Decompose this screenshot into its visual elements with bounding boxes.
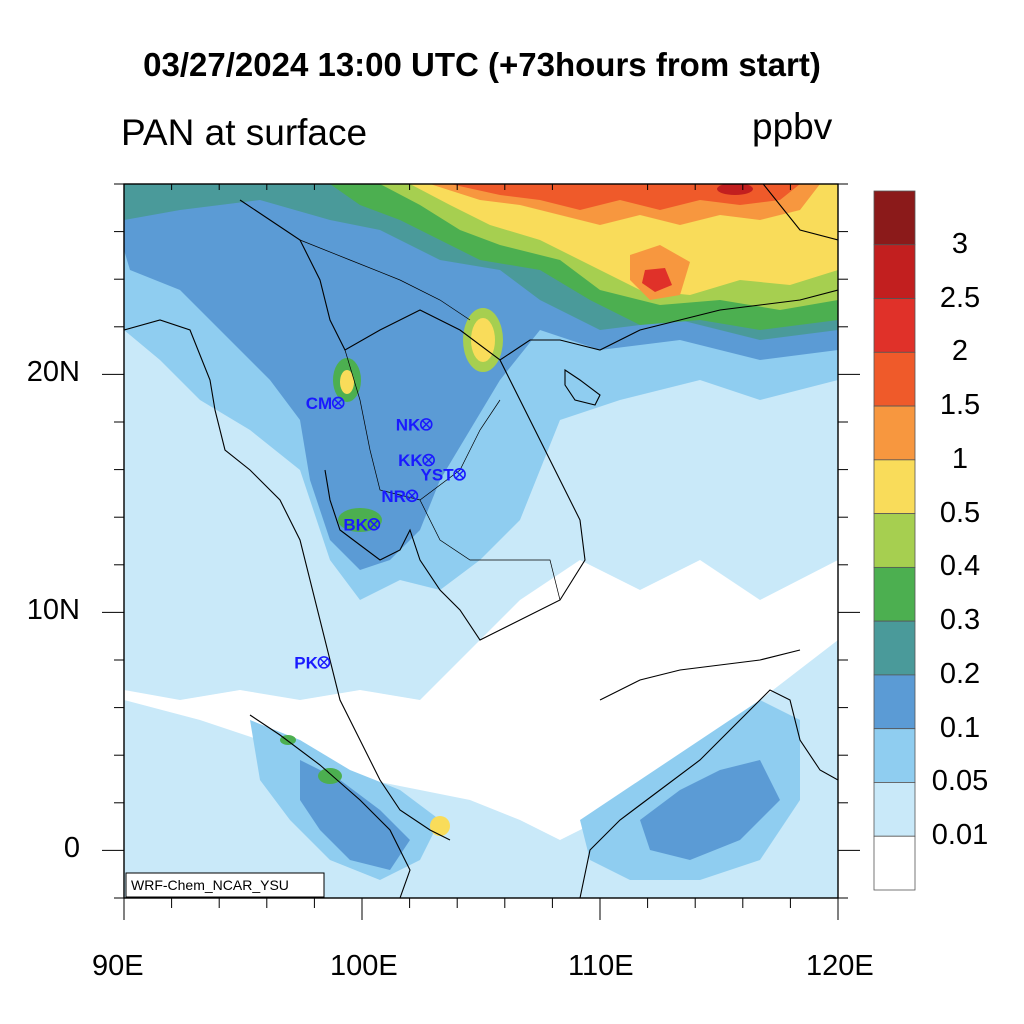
- colorbar-level-label: 0.3: [939, 604, 981, 637]
- station-label: YST: [421, 465, 455, 484]
- contour-field: [124, 184, 838, 898]
- x-tick-label: 120E: [806, 950, 874, 982]
- station-label: CM: [306, 394, 332, 413]
- colorbar-swatch: [873, 298, 916, 353]
- colorbar-swatch: [873, 513, 916, 568]
- station-marker: KK: [398, 451, 435, 470]
- colorbar-level-label: 1.5: [939, 389, 981, 422]
- axis-ticks: [102, 183, 860, 920]
- colorbar-swatch: [873, 190, 916, 246]
- units-label: ppbv: [752, 106, 833, 147]
- colorbar-level-label: 1: [951, 442, 969, 475]
- model-label-box: [125, 872, 325, 898]
- colorbar-level-label: 0.5: [939, 496, 981, 529]
- x-tick-label: 90E: [92, 950, 144, 982]
- station-marker: NK: [396, 415, 433, 434]
- model-label: WRF-Chem_NCAR_YSU: [131, 877, 289, 893]
- colorbar-level-label: 2: [951, 335, 969, 368]
- station-label: KK: [398, 451, 423, 470]
- colorbar-level-label: 3: [951, 227, 969, 260]
- colorbar-swatch: [873, 835, 916, 891]
- colorbar-swatch: [873, 244, 916, 299]
- colorbar-swatch: [873, 405, 916, 461]
- x-tick-label: 100E: [330, 950, 398, 982]
- station-marker: CM: [306, 394, 345, 413]
- station-marker: NR: [381, 487, 419, 506]
- coastlines: [124, 184, 838, 898]
- borders: [299, 239, 561, 601]
- colorbar-swatch: [873, 620, 916, 676]
- colorbar-swatch: [873, 728, 916, 783]
- y-tick-label: 20N: [26, 356, 80, 389]
- colorbar-level-label: 0.01: [931, 819, 989, 852]
- colorbar-level-label: 0.2: [939, 657, 981, 690]
- station-marker: BK: [343, 515, 381, 534]
- colorbar-swatch: [873, 566, 916, 622]
- colorbar-level-label: 0.05: [931, 765, 989, 798]
- station-label: NK: [396, 415, 421, 434]
- station-label: NR: [381, 487, 406, 506]
- plot-frame: [123, 183, 839, 899]
- colorbar-swatch: [873, 674, 916, 730]
- variable-label: PAN at surface: [121, 112, 368, 153]
- colorbar-swatch: [873, 351, 916, 407]
- station-label: BK: [343, 515, 368, 534]
- y-tick-label: 10N: [26, 594, 80, 627]
- y-tick-label: 0: [63, 832, 80, 865]
- colorbar: [873, 190, 916, 891]
- colorbar-swatch: [873, 782, 916, 837]
- map-title: 03/27/2024 13:00 UTC (+73hours from star…: [143, 46, 821, 83]
- station-label: PK: [294, 653, 318, 672]
- colorbar-level-label: 0.4: [939, 550, 981, 583]
- colorbar-level-label: 0.1: [939, 711, 981, 744]
- station-marker: PK: [294, 653, 331, 672]
- colorbar-swatch: [873, 459, 916, 515]
- colorbar-level-label: 2.5: [939, 281, 981, 314]
- station-marker: YST: [421, 465, 466, 484]
- x-tick-label: 110E: [568, 950, 634, 982]
